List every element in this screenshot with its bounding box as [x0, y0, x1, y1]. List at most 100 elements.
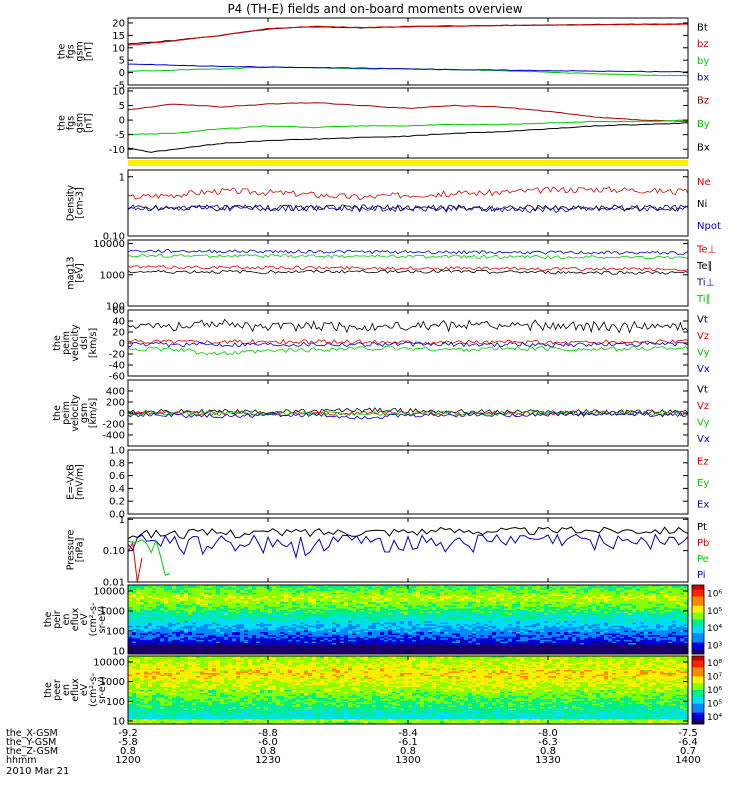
- spectrogram-cell: [240, 603, 245, 606]
- spectrogram-cell: [268, 599, 273, 602]
- spectrogram-cell: [160, 600, 165, 603]
- spectrogram-cell: [436, 622, 441, 625]
- spectrogram-cell: [488, 599, 493, 602]
- spectrogram-cell: [664, 603, 669, 606]
- spectrogram-cell: [540, 628, 545, 631]
- legend-entry-Pe: Pe: [697, 554, 709, 565]
- spectrogram-cell: [556, 624, 561, 627]
- spectrogram-cell: [252, 628, 257, 631]
- spectrogram-cell: [492, 622, 497, 625]
- spectrogram-cell: [600, 627, 605, 630]
- spectrogram-cell: [652, 608, 657, 611]
- spectrogram-cell: [600, 603, 605, 606]
- spectrogram-cell: [296, 617, 301, 620]
- spectrogram-cell: [192, 603, 197, 606]
- spectrogram-cell: [556, 591, 561, 594]
- spectrogram-cell: [508, 630, 513, 633]
- spectrogram-cell: [616, 599, 621, 602]
- spectrogram-cell: [432, 586, 437, 589]
- spectrogram-cell: [648, 616, 653, 619]
- spectrogram-cell: [528, 616, 533, 619]
- spectrogram-cell: [484, 632, 489, 635]
- spectrogram-cell: [680, 624, 685, 627]
- spectrogram-cell: [272, 599, 277, 602]
- spectrogram-cell: [624, 617, 629, 620]
- spectrogram-cell: [592, 632, 597, 635]
- spectrogram-cell: [432, 611, 437, 614]
- spectrogram-cell: [552, 589, 557, 592]
- spectrogram-cell: [304, 588, 309, 591]
- spectrogram-cell: [408, 621, 413, 624]
- spectrogram-cell: [152, 621, 157, 624]
- spectrogram-cell: [420, 611, 425, 614]
- spectrogram-cell: [484, 622, 489, 625]
- spectrogram-cell: [224, 619, 229, 622]
- spectrogram-cell: [664, 622, 669, 625]
- spectrogram-cell: [196, 636, 201, 639]
- spectrogram-cell: [248, 603, 253, 606]
- spectrogram-cell: [272, 622, 277, 625]
- spectrogram-cell: [184, 600, 189, 603]
- spectrogram-cell: [440, 585, 445, 588]
- spectrogram-cell: [336, 636, 341, 639]
- spectrogram-cell: [240, 633, 245, 636]
- spectrogram-cell: [380, 633, 385, 636]
- spectrogram-cell: [364, 594, 369, 597]
- spectrogram-cell: [640, 594, 645, 597]
- spectrogram-cell: [612, 632, 617, 635]
- spectrogram-cell: [412, 597, 417, 600]
- spectrogram-cell: [136, 630, 141, 633]
- spectrogram-cell: [560, 592, 565, 595]
- spectrogram-cell: [440, 625, 445, 628]
- spectrogram-cell: [304, 594, 309, 597]
- spectrogram-cell: [440, 597, 445, 600]
- spectrogram-cell: [228, 595, 233, 599]
- spectrogram-cell: [400, 621, 405, 624]
- spectrogram-cell: [604, 627, 609, 630]
- spectrogram-cell: [552, 611, 557, 614]
- spectrogram-cell: [260, 632, 265, 635]
- spectrogram-cell: [412, 621, 417, 624]
- spectrogram-cell: [544, 586, 549, 589]
- spectrogram-cell: [128, 632, 133, 635]
- spectrogram-cell: [444, 600, 449, 603]
- spectrogram-cell: [328, 585, 333, 588]
- spectrogram-cell: [612, 630, 617, 633]
- spectrogram-cell: [184, 586, 189, 589]
- spectrogram-cell: [604, 628, 609, 631]
- spectrogram-cell: [332, 624, 337, 627]
- spectrogram-cell: [480, 627, 485, 630]
- spectrogram-cell: [336, 621, 341, 624]
- spectrogram-cell: [632, 592, 637, 595]
- spectrogram-cell: [344, 606, 349, 610]
- spectrogram-cell: [552, 635, 557, 638]
- spectrogram-cell: [588, 589, 593, 592]
- spectrogram-cell: [600, 616, 605, 619]
- spectrogram-cell: [328, 594, 333, 597]
- spectrogram-cell: [296, 621, 301, 624]
- spectrogram-cell: [224, 600, 229, 603]
- spectrogram-cell: [388, 619, 393, 622]
- spectrogram-cell: [408, 636, 413, 639]
- spectrogram-cell: [292, 624, 297, 627]
- spectrogram-cell: [472, 588, 477, 591]
- spectrogram-cell: [556, 602, 561, 605]
- spectrogram-cell: [612, 621, 617, 624]
- spectrogram-cell: [388, 628, 393, 631]
- spectrogram-cell: [560, 608, 565, 611]
- spectrogram-cell: [148, 619, 153, 622]
- spectrogram-cell: [220, 624, 225, 627]
- spectrogram-cell: [420, 624, 425, 627]
- spectrogram-cell: [248, 606, 253, 610]
- spectrogram-cell: [660, 586, 665, 589]
- spectrogram-cell: [628, 586, 633, 589]
- spectrogram-cell: [512, 611, 517, 614]
- y-tick-label: -20: [109, 350, 125, 361]
- spectrogram-cell: [480, 594, 485, 597]
- spectrogram-cell: [192, 586, 197, 589]
- spectrogram-cell: [200, 619, 205, 622]
- spectrogram-cell: [460, 600, 465, 603]
- spectrogram-cell: [476, 636, 481, 639]
- spectrogram-cell: [624, 606, 629, 610]
- spectrogram-cell: [140, 621, 145, 624]
